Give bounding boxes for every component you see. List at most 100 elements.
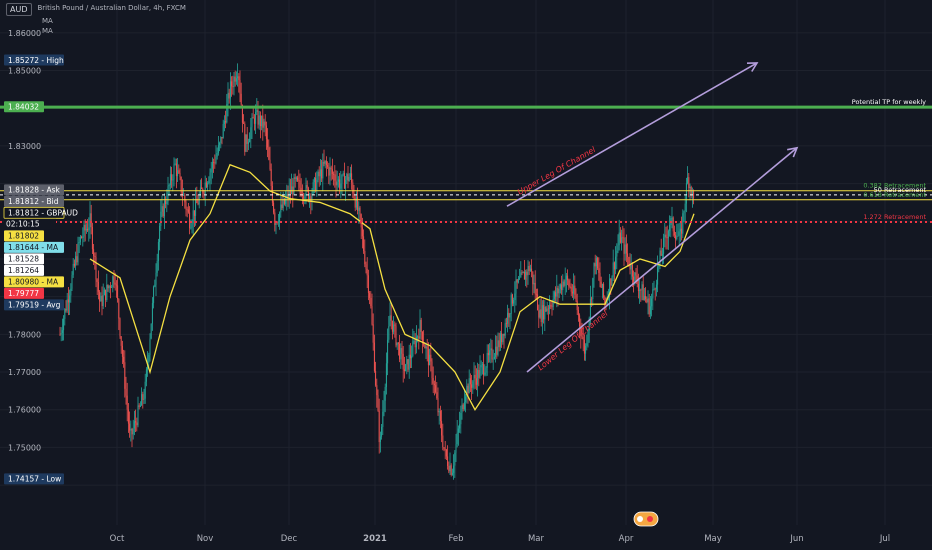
candle-body [396,342,398,346]
candle-body [628,256,630,265]
candle-body [343,173,345,189]
candle-body [301,195,303,196]
candle-body [363,236,365,251]
candle-body [348,176,350,182]
candle-body [568,280,570,287]
candle-body [95,257,97,280]
candle-body [252,117,254,119]
candle-body [612,262,614,277]
candle-body [553,292,555,299]
candle-body [325,160,327,166]
candle-body [141,394,143,406]
candle-body [76,256,78,263]
candle-body [559,284,561,289]
candle-body [471,384,473,388]
candle-body [77,243,79,263]
candle-body [496,346,498,355]
candle-body [449,465,451,472]
candle-body [138,405,140,407]
candle-body [402,353,404,370]
candle-body [378,410,380,443]
candle-body [124,362,126,389]
candle-body [217,145,219,153]
time-axis-label: May [704,534,722,544]
candle-body [587,330,589,344]
candle-body [132,428,134,435]
candle-body [71,274,73,289]
candle-body [307,188,309,201]
candle-body [105,289,107,301]
candle-body [467,385,469,394]
candle-body [639,289,641,292]
candle-body [334,174,336,181]
candle-body [516,279,518,283]
candle-body [112,276,114,288]
candle-body [504,323,506,336]
candle-body [481,364,483,366]
chart-header: AUD British Pound / Australian Dollar, 4h… [6,3,186,36]
candle-body [429,354,431,366]
currency-badge[interactable]: AUD [6,3,32,16]
candle-body [677,235,679,237]
price-tick-label: 1.85000 [8,67,41,76]
time-axis-label: Jul [879,534,890,544]
candle-body [689,186,691,189]
candle-body [450,465,452,475]
candle-body [545,306,547,312]
candle-body [394,324,396,326]
candle-body [654,288,656,290]
candle-body [253,118,255,124]
candle-body [685,183,687,204]
candle-body [401,348,403,354]
candle-body [679,228,681,232]
indicator-label-2[interactable]: MA [42,27,53,35]
candle-body [521,272,523,274]
candle-body [490,348,492,351]
candle-body [329,167,331,176]
candle-body [625,244,627,254]
candle-body [306,185,308,189]
candle-body [643,296,645,301]
candle-body [463,402,465,409]
candle-body [283,198,285,204]
candle-body [221,137,223,139]
candle-body [298,180,300,182]
price-tag-text: 1.74157 - Low [8,475,61,484]
candle-body [117,285,119,300]
candle-body [453,465,455,473]
candle-body [630,264,632,270]
moving-average-layer [89,163,695,411]
candle-body [215,156,217,164]
candle-body [598,268,600,273]
candle-body [582,337,584,340]
candle-body [129,423,131,431]
indicator-label-1[interactable]: MA [42,17,53,25]
candle-body [240,93,242,105]
candle-body [205,182,207,188]
candle-body [118,299,120,319]
candle-body [492,358,494,360]
candle-body [556,287,558,297]
candle-body [273,202,275,213]
candle-body [389,315,391,327]
candle-body [557,287,559,294]
candle-body [575,294,577,301]
candle-body [335,180,337,186]
time-axis-label: 2021 [363,534,387,544]
candle-body [187,209,189,213]
candle-body [107,284,109,289]
candle-body [640,289,642,291]
candle-body [139,405,141,407]
candle-body [459,424,461,429]
candle-body [666,237,668,239]
candle-body [323,161,325,164]
candle-body [109,285,111,288]
candle-body [552,298,554,307]
candle-body [366,269,368,276]
candle-body [347,174,349,182]
candle-body [340,183,342,189]
candle-body [611,276,613,286]
candle-body [586,343,588,346]
candle-body [163,200,165,217]
